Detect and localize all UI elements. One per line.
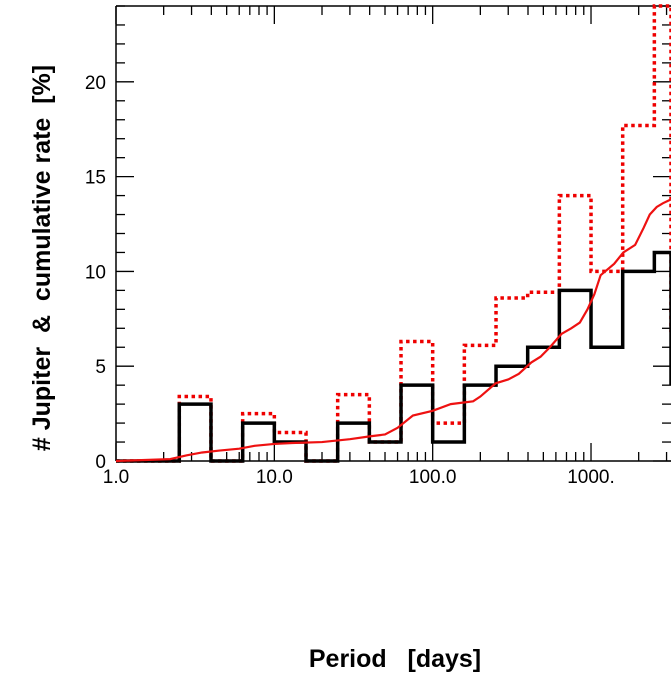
x-tick-label: 1.0 bbox=[103, 467, 129, 488]
black-histogram bbox=[116, 250, 671, 463]
y-axis-title: # Jupiter & cumulative rate [%] bbox=[28, 65, 56, 451]
x-tick-label: 1000. bbox=[567, 467, 615, 488]
y-tick-label: 10 bbox=[85, 262, 106, 283]
y-tick-label: 15 bbox=[85, 168, 106, 189]
y-tick-label: 5 bbox=[95, 357, 106, 378]
y-tick-label: 20 bbox=[85, 73, 106, 94]
x-tick-label: 100.0 bbox=[409, 467, 457, 488]
plot-frame bbox=[115, 5, 671, 462]
y-tick-label: 0 bbox=[95, 452, 106, 473]
x-tick-label: 10.0 bbox=[256, 467, 293, 488]
x-axis-title: Period [days] bbox=[309, 645, 481, 673]
tick-labels: 1.0 10.0 100.0 1000. 0 5 10 15 20 bbox=[85, 73, 615, 488]
dotted-red-histogram bbox=[116, 4, 671, 463]
x-axis-ticks bbox=[115, 6, 668, 461]
series-layer bbox=[115, 4, 671, 463]
y-axis-ticks bbox=[116, 5, 671, 462]
cumulative-rate-line bbox=[115, 198, 671, 463]
